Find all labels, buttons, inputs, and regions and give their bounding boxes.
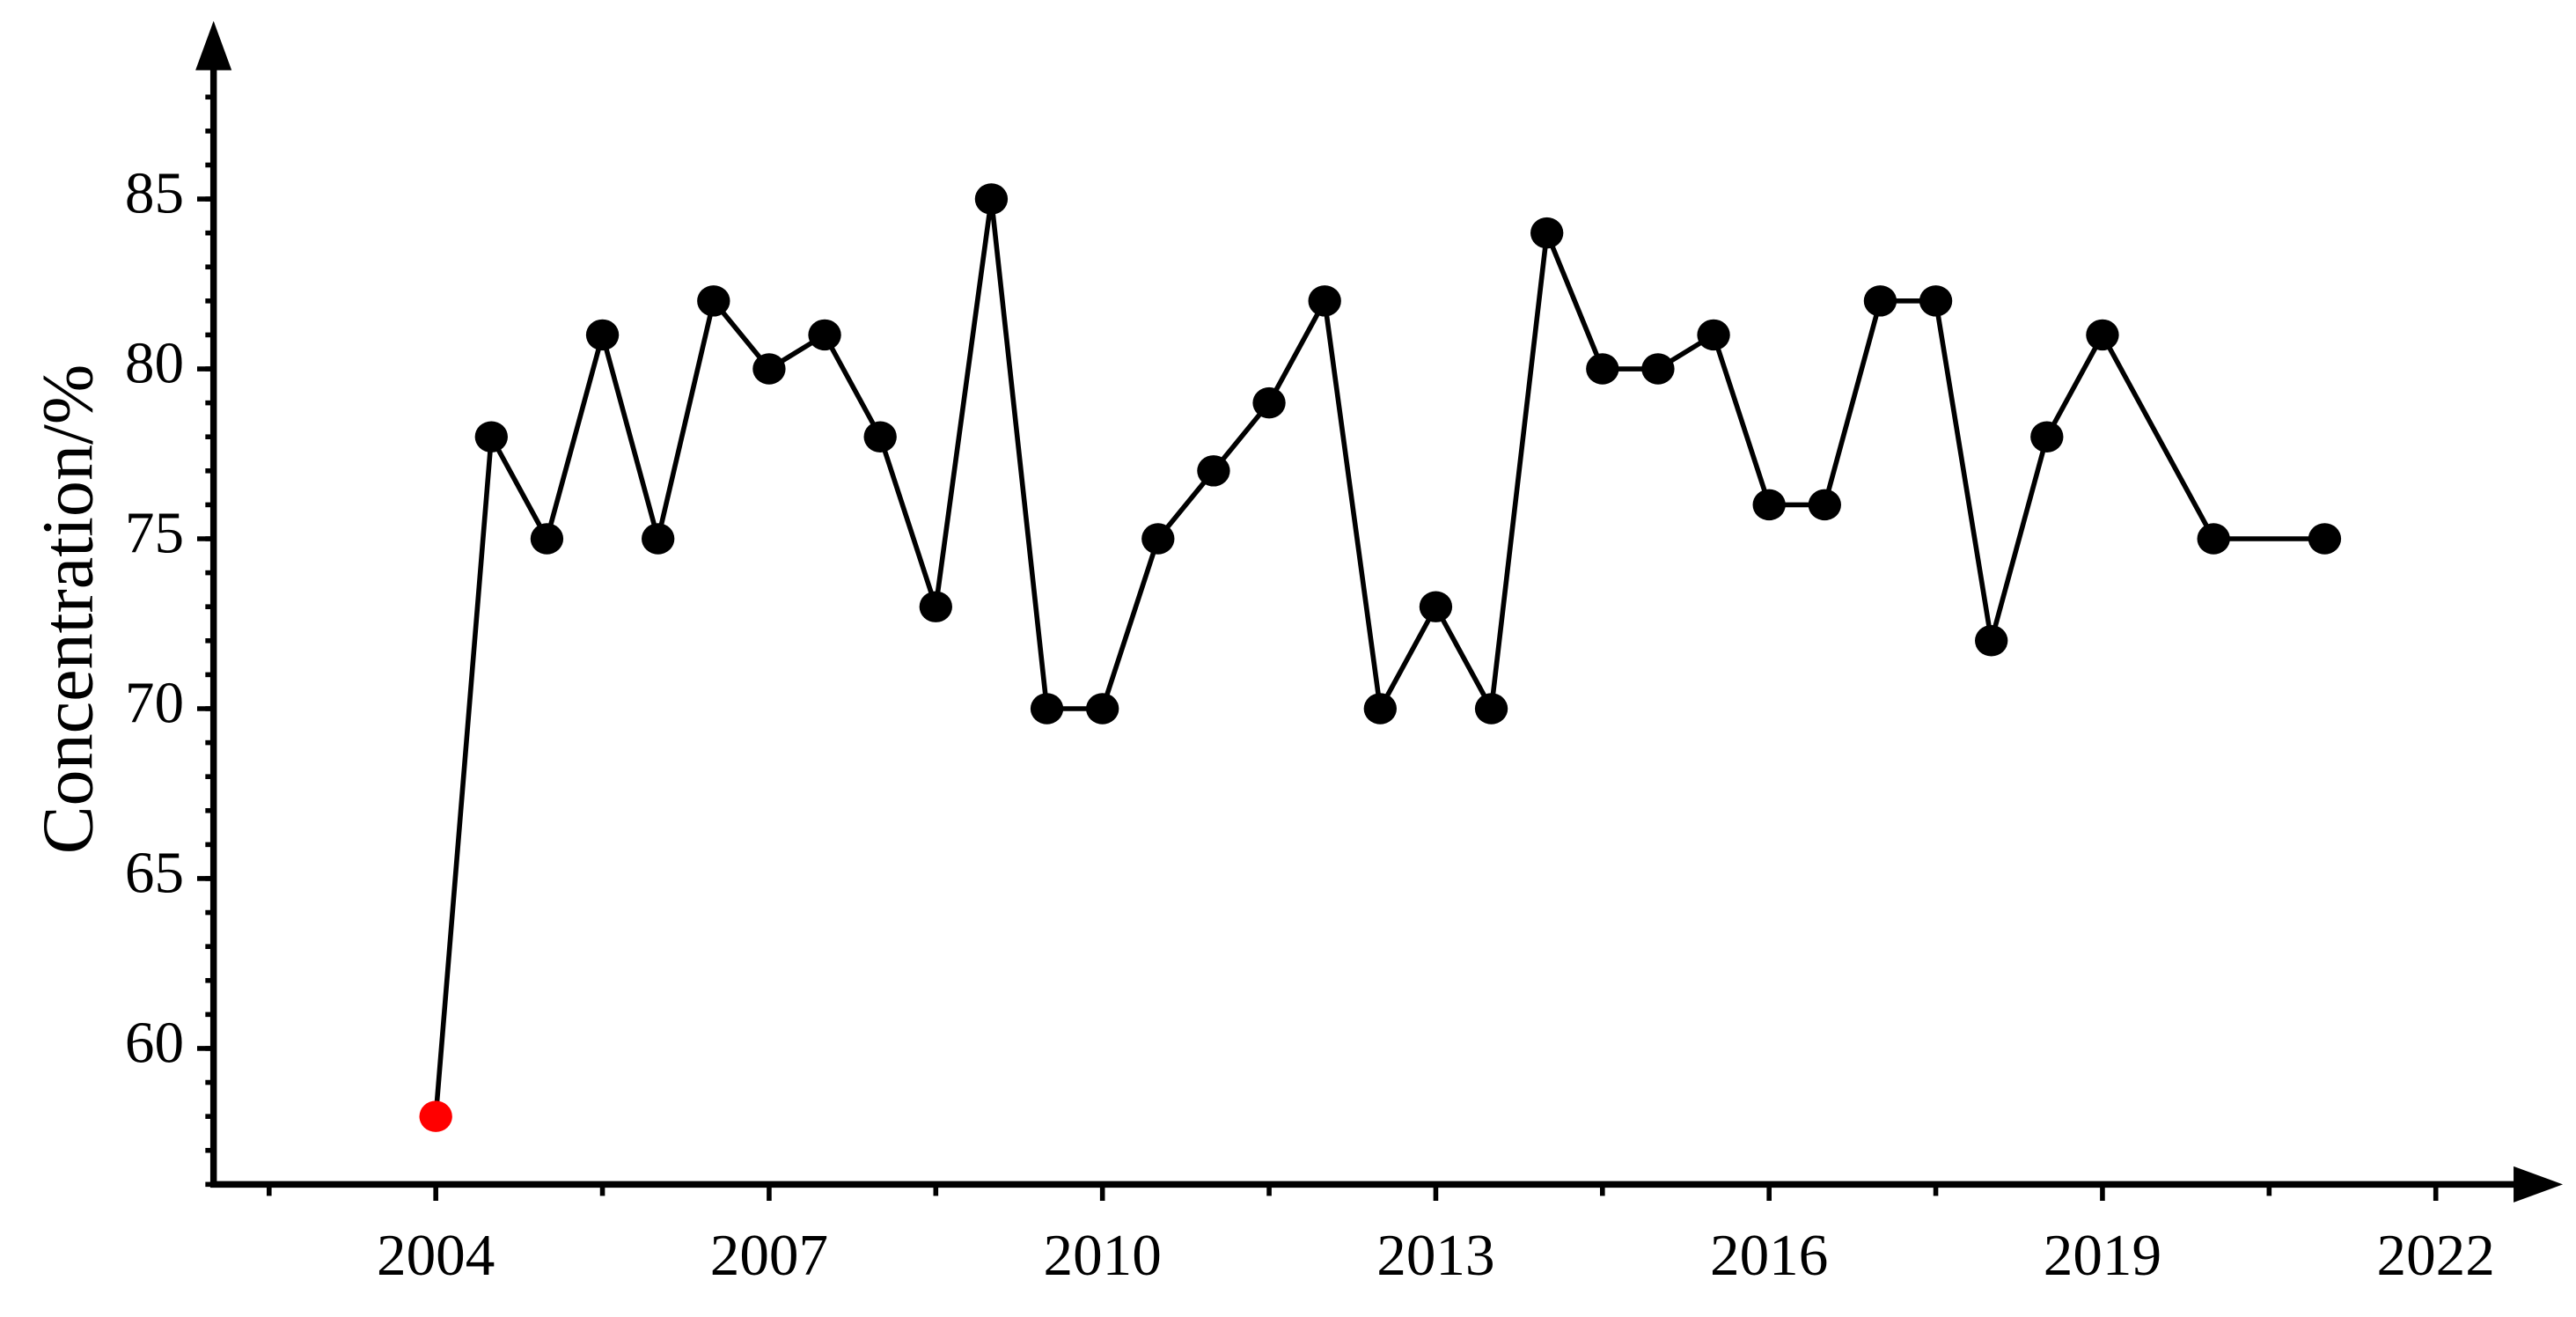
marker (1919, 285, 1953, 317)
x-tick-label: 2004 (377, 1222, 495, 1288)
marker (752, 353, 786, 385)
x-tick-label: 2010 (1043, 1222, 1161, 1288)
y-axis-arrow (195, 20, 232, 70)
marker (474, 421, 508, 452)
marker (1030, 693, 1064, 725)
marker (1697, 319, 1730, 351)
marker (974, 183, 1009, 215)
marker (1308, 285, 1341, 317)
marker (2197, 523, 2230, 555)
y-tick-label: 85 (125, 159, 184, 225)
marker (808, 319, 841, 351)
x-tick-label: 2022 (2377, 1222, 2495, 1288)
marker (642, 523, 675, 555)
marker (1252, 386, 1286, 419)
marker (1141, 523, 1175, 555)
y-tick-label: 60 (125, 1009, 184, 1075)
x-tick-label: 2007 (710, 1222, 828, 1288)
marker (1586, 353, 1619, 385)
x-tick-label: 2019 (2044, 1222, 2161, 1288)
x-axis-arrow (2514, 1166, 2564, 1203)
y-axis-label: Concentration/% (28, 364, 108, 854)
marker (1474, 693, 1508, 725)
x-tick-label: 2016 (1710, 1222, 1828, 1288)
marker (1530, 217, 1564, 249)
marker (1363, 693, 1397, 725)
marker (863, 421, 897, 452)
marker (697, 285, 730, 317)
y-tick-label: 75 (125, 499, 184, 565)
marker (1975, 625, 2008, 657)
y-tick-label: 65 (125, 839, 184, 905)
marker (530, 523, 564, 555)
marker (419, 1100, 452, 1132)
marker (1641, 353, 1675, 385)
y-tick-label: 70 (125, 669, 184, 735)
y-tick-label: 80 (125, 329, 184, 395)
marker (1808, 489, 1841, 521)
marker (1086, 693, 1119, 725)
marker (2086, 319, 2119, 351)
marker (1863, 285, 1897, 317)
marker (1752, 489, 1786, 521)
marker (2030, 421, 2064, 452)
marker (585, 319, 620, 351)
marker (2308, 523, 2342, 555)
marker (1197, 455, 1230, 487)
marker (1419, 591, 1453, 622)
x-tick-label: 2013 (1376, 1222, 1494, 1288)
line (433, 198, 2325, 1117)
marker (919, 591, 952, 622)
